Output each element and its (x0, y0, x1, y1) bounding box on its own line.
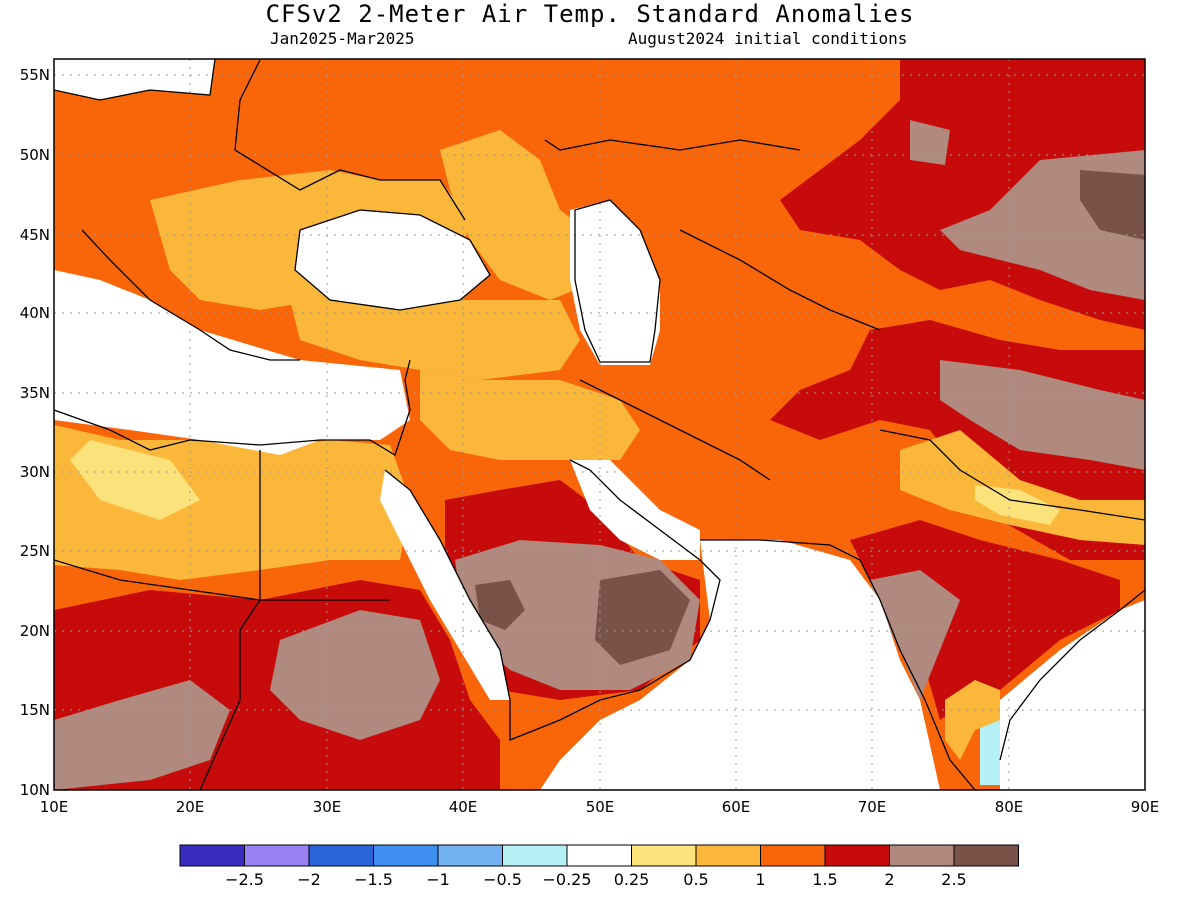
lon-tick-30e: 30E (313, 798, 342, 816)
lon-tick-10e: 10E (40, 798, 69, 816)
lon-tick-80e: 80E (995, 798, 1024, 816)
colorbar-label-1: −2 (297, 870, 321, 889)
anomaly-2.5-northeast (1080, 170, 1145, 240)
lat-tick-10n: 10N (20, 781, 50, 799)
colorbar-label-10: 2 (884, 870, 894, 889)
initial-conditions: August2024 initial conditions (628, 29, 908, 48)
anomaly-0.5-1-north-africa (70, 440, 200, 520)
colorbar-label-4: −0.5 (483, 870, 522, 889)
lat-tick-40n: 40N (20, 304, 50, 322)
anomaly-2-2.5-inner (910, 120, 950, 165)
neutral-north-edge (54, 59, 215, 100)
lat-tick-15n: 15N (20, 701, 50, 719)
colorbar-swatch-0 (179, 844, 245, 867)
anomaly-field (54, 59, 1145, 790)
map-title: CFSv2 2-Meter Air Temp. Standard Anomali… (265, 0, 915, 28)
colorbar: −2.5 −2 −1.5 −1 −0.5 −0.25 0.25 0.5 1 1.5 2 2.5 (179, 844, 1019, 889)
anomaly-1-1.5-caspian (440, 130, 600, 300)
lon-tick-60e: 60E (722, 798, 751, 816)
neutral-bay-of-bengal (1000, 600, 1145, 790)
colorbar-label-6: 0.25 (614, 870, 650, 889)
forecast-period: Jan2025-Mar2025 (270, 29, 415, 48)
anomaly-warm-east-coast (945, 680, 1000, 760)
anomaly-2-2.5-southwest-africa (54, 680, 230, 790)
colorbar-label-0: −2.5 (225, 870, 264, 889)
lon-tick-90e: 90E (1131, 798, 1160, 816)
colorbar-label-2: −1.5 (354, 870, 393, 889)
colorbar-swatch-10 (824, 844, 890, 867)
colorbar-swatch-1 (244, 844, 310, 867)
map-frame (53, 58, 1146, 791)
gridlines (54, 59, 1145, 790)
colorbar-swatch-7 (631, 844, 697, 867)
coastlines (54, 59, 1145, 790)
neutral-mediterranean (54, 270, 410, 455)
lat-tick-35n: 35N (20, 384, 50, 402)
anomaly-2.5-arabia (595, 570, 690, 665)
lat-tick-50n: 50N (20, 146, 50, 164)
colorbar-label-8: 1 (755, 870, 765, 889)
colorbar-swatch-11 (889, 844, 955, 867)
colorbar-swatch-12 (953, 844, 1019, 867)
anomaly-1-1.5-turkey (290, 300, 580, 380)
anomaly-1-1.5-middle-east (420, 370, 640, 460)
colorbar-swatch-3 (373, 844, 439, 867)
colorbar-swatch-9 (760, 844, 826, 867)
anomaly-2.5-west-arabia (475, 580, 525, 630)
lon-tick-40e: 40E (449, 798, 478, 816)
colorbar-label-5: −0.25 (542, 870, 591, 889)
anomaly-1-1.5-india (900, 430, 1145, 545)
colorbar-label-3: −1 (426, 870, 450, 889)
colorbar-label-7: 0.5 (683, 870, 708, 889)
longitude-labels: 10E 20E 30E 40E 50E 60E 70E 80E 90E (40, 798, 1160, 816)
anomaly-2-2.5-tibet (940, 360, 1145, 470)
colorbar-swatch-6 (566, 844, 632, 867)
anomaly-1.5-2-india (850, 520, 1120, 720)
latitude-labels: 55N 50N 45N 40N 35N 30N 25N 20N 15N 10N (20, 66, 50, 799)
colorbar-swatch-8 (695, 844, 761, 867)
colorbar-swatch-4 (437, 844, 503, 867)
lat-tick-25n: 25N (20, 542, 50, 560)
lon-tick-50e: 50E (586, 798, 615, 816)
lat-tick-45n: 45N (20, 226, 50, 244)
lat-tick-55n: 55N (20, 66, 50, 84)
neutral-arabian-sea (540, 540, 940, 790)
anomaly-0.5-1-india (975, 485, 1060, 525)
anomaly-2-2.5-africa (270, 610, 440, 740)
neutral-red-sea (380, 470, 510, 700)
colorbar-swatch-5 (502, 844, 568, 867)
lon-tick-70e: 70E (858, 798, 887, 816)
neutral-caspian (570, 200, 660, 365)
anomaly-2-2.5-india (870, 570, 960, 700)
lat-tick-20n: 20N (20, 622, 50, 640)
colorbar-label-11: 2.5 (941, 870, 966, 889)
lat-tick-30n: 30N (20, 463, 50, 481)
colorbar-swatch-2 (308, 844, 374, 867)
colorbar-label-9: 1.5 (812, 870, 837, 889)
lon-tick-20e: 20E (176, 798, 205, 816)
